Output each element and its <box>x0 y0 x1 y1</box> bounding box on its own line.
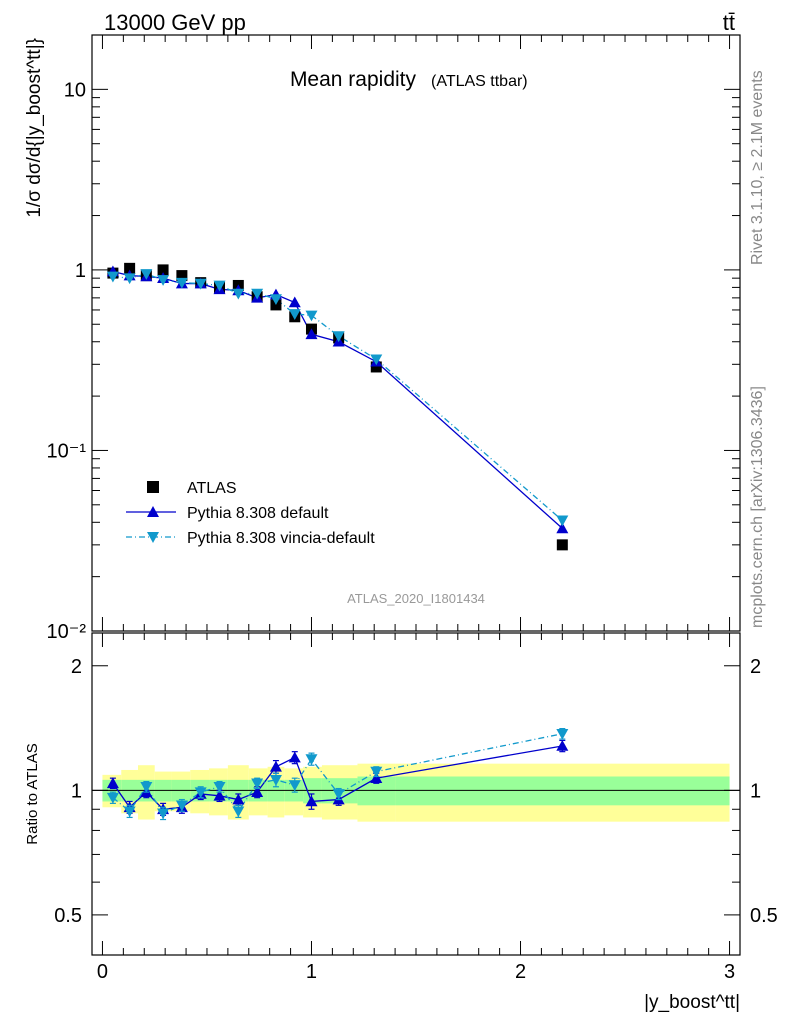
mcplots-label: mcplots.cern.ch [arXiv:1306.3436] <box>749 386 766 628</box>
vincia-data-point <box>123 273 136 285</box>
ratio-vincia-point <box>305 754 318 766</box>
legend-atlas-label: ATLAS <box>187 480 237 497</box>
legend-vincia-label: Pythia 8.308 vincia-default <box>187 530 375 547</box>
ratio-vincia-point <box>288 780 301 792</box>
ratio-y-tick-label-right: 1 <box>750 780 761 802</box>
vincia-data-point <box>332 331 345 343</box>
vincia-data-point <box>251 288 264 300</box>
ratio-vincia-point <box>194 787 207 799</box>
ratio-vincia-point <box>106 792 119 804</box>
main-axis-ticks <box>92 34 740 632</box>
legend-default-label: Pythia 8.308 default <box>187 505 329 522</box>
ratio-default-point <box>232 793 245 805</box>
x-tick-label: 1 <box>306 961 317 983</box>
atlas-data-point <box>370 361 382 373</box>
atlas-data-point <box>157 264 169 276</box>
ratio-vincia-point <box>140 781 153 793</box>
default-data-point <box>288 296 301 308</box>
main-y-tick-label: 1 <box>75 260 86 282</box>
legend-vincia-marker <box>147 532 159 543</box>
analysis-label: ATLAS_2020_I1801434 <box>347 591 485 606</box>
x-axis-label: |y_boost^tt| <box>644 992 740 1013</box>
ratio-y-tick-labels: 2 2 1 1 0.5 0.5 <box>54 656 778 927</box>
ratio-series-layer <box>106 727 569 821</box>
main-y-tick-label: 10⁻¹ <box>47 440 87 462</box>
ratio-uncertainty-bands <box>102 763 730 822</box>
main-y-tick-label: 10 <box>64 79 86 101</box>
vincia-data-point <box>556 515 569 527</box>
series-default-line <box>112 270 563 529</box>
ratio-vincia-point <box>213 781 226 793</box>
rivet-label: Rivet 3.1.10, ≥ 2.1M events <box>749 70 766 265</box>
ratio-y-tick-label: 1 <box>71 780 82 802</box>
vincia-data-point <box>305 310 318 322</box>
ratio-y-axis-label: Ratio to ATLAS <box>24 743 41 844</box>
ratio-y-tick-label: 0.5 <box>54 905 82 927</box>
ratio-band-inner <box>395 776 730 806</box>
vincia-data-point <box>232 288 245 300</box>
atlas-data-point <box>556 539 568 551</box>
ratio-vincia-point <box>123 806 136 818</box>
ratio-vincia-point <box>269 775 282 786</box>
ratio-vincia-point <box>157 808 170 820</box>
ratio-vincia-point <box>370 766 383 778</box>
vincia-data-point <box>106 271 119 283</box>
ratio-y-tick-label: 2 <box>71 656 82 678</box>
default-data-point <box>556 522 569 534</box>
main-panel: Mean rapidity (ATLAS ttbar) 1/σ dσ/d{|y_… <box>24 34 741 643</box>
x-tick-label: 0 <box>97 961 108 983</box>
vincia-data-point <box>269 294 282 305</box>
ratio-vincia-point <box>251 778 264 790</box>
process-label: tt̄ <box>723 10 735 35</box>
ratio-default-point <box>106 777 119 789</box>
default-data-point <box>305 328 318 340</box>
ratio-default-point <box>288 751 301 763</box>
main-y-tick-labels: 10 1 10⁻¹ 10⁻² <box>47 79 87 643</box>
vincia-data-point <box>288 309 301 320</box>
ratio-vincia-point <box>175 800 188 812</box>
ratio-default-point <box>251 786 264 797</box>
atlas-data-point <box>176 270 188 282</box>
legend: ATLAS Pythia 8.308 default Pythia 8.308 … <box>126 480 375 547</box>
vincia-data-point <box>194 278 207 290</box>
atlas-data-point <box>124 262 136 274</box>
ratio-y-tick-label-right: 2 <box>750 656 761 678</box>
vincia-data-point <box>157 275 170 286</box>
vincia-data-point <box>370 354 383 366</box>
main-y-tick-label: 10⁻² <box>47 621 87 643</box>
ratio-vincia-point <box>556 728 569 740</box>
series-vincia-line <box>112 273 563 521</box>
vincia-data-point <box>140 269 153 280</box>
ratio-panel: 2 2 1 1 0.5 0.5 0 1 2 3 Ratio to ATLAS |y_boost^… <box>24 632 778 1013</box>
vincia-data-point <box>213 280 226 292</box>
vincia-data-point <box>175 277 188 289</box>
ratio-default-point <box>269 760 282 772</box>
chart-title: Mean rapidity <box>290 68 417 91</box>
main-y-axis-label: 1/σ dσ/d{|y_boost^tt|} <box>24 38 45 218</box>
legend-atlas-marker <box>147 481 159 493</box>
x-tick-labels: 0 1 2 3 <box>97 961 735 983</box>
x-tick-label: 2 <box>515 961 526 983</box>
ratio-vincia-point <box>332 789 345 800</box>
chart-title-suffix: (ATLAS ttbar) <box>431 73 528 90</box>
ratio-y-tick-label-right: 0.5 <box>750 905 778 927</box>
ratio-default-point <box>305 795 318 807</box>
ratio-axis-ticks <box>92 633 740 956</box>
legend-default-marker <box>147 506 159 517</box>
ratio-vincia-line <box>112 733 563 815</box>
energy-label: 13000 GeV pp <box>104 10 246 35</box>
ratio-default-point <box>556 739 569 751</box>
x-tick-label: 3 <box>724 961 735 983</box>
ratio-vincia-point <box>232 806 245 818</box>
main-series-layer <box>106 262 569 551</box>
ratio-default-point <box>213 789 226 801</box>
